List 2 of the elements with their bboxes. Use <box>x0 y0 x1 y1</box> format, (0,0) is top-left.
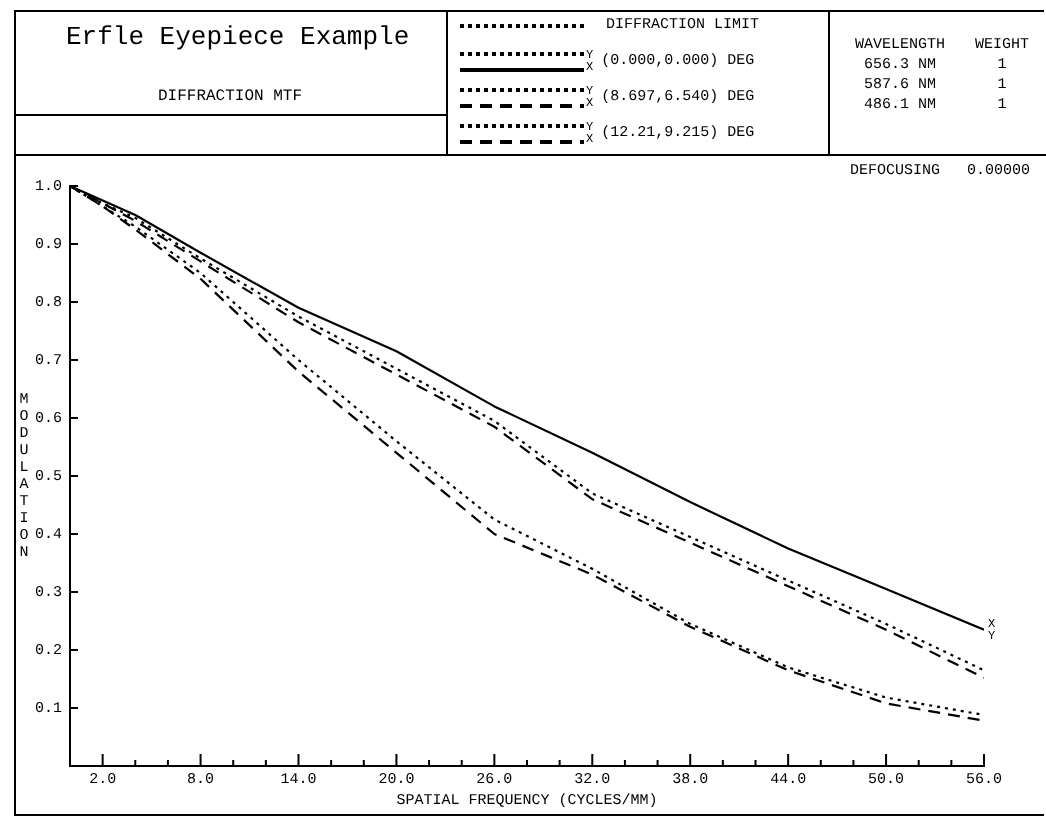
chart-title: Erfle Eyepiece Example <box>66 22 412 52</box>
chart-subtitle: DIFFRACTION MTF <box>155 88 304 106</box>
